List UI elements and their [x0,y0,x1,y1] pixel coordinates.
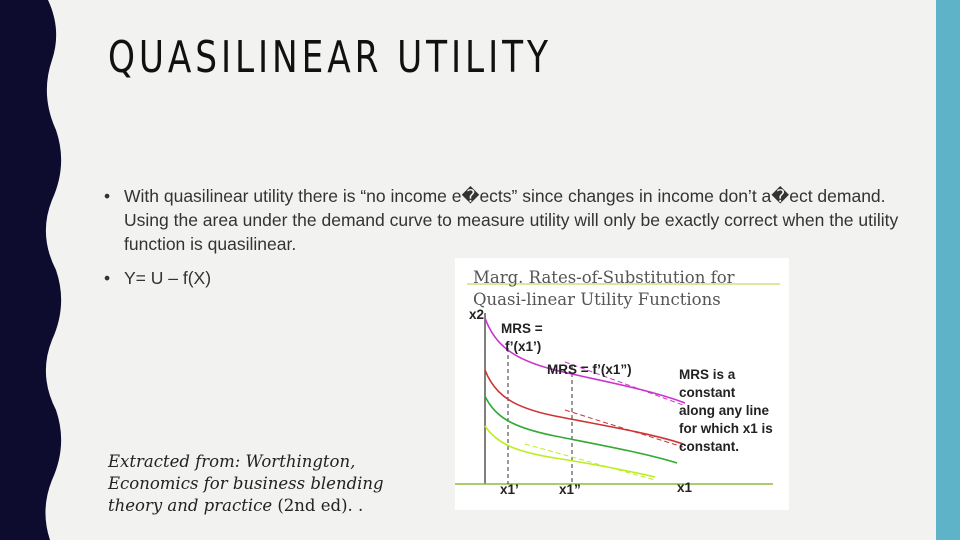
bullet-item: • Y= U – f(X) [104,266,904,290]
right-accent-band [936,0,960,540]
credit-suffix: (2nd ed). . [272,496,364,515]
mrs-note-line5: constant. [679,439,740,454]
indifference-curve-4 [484,425,656,478]
mrs-label-2: MRS = f’(x1”) [547,362,632,377]
bullet-item: • With quasilinear utility there is “no … [104,184,904,256]
source-credit: Extracted from: Worthington, Economics f… [108,451,418,517]
x1-double-prime-tick: x1” [559,482,581,497]
mrs-label-1-line1: MRS = [501,321,543,336]
y-axis-label: x2 [469,307,485,322]
bullet-list: • With quasilinear utility there is “no … [104,184,904,300]
mrs-figure: Marg. Rates-of-Substitution for Quasi-li… [455,258,789,510]
mrs-note-line1: MRS is a [679,367,736,382]
x-axis-label: x1 [677,480,693,495]
mrs-diagram [455,283,780,485]
bullet-symbol: • [104,186,111,206]
bullet-symbol: • [104,268,111,288]
bullet-text: Y= U – f(X) [124,268,212,288]
tangent-line-4 [524,443,656,481]
figure-title: Marg. Rates-of-Substitution for Quasi-li… [473,268,735,309]
credit-text: Extracted from: Worthington, Economics f… [108,452,384,515]
indifference-curve-3 [484,395,678,464]
indifference-curve-2 [484,369,684,445]
mrs-label-1-line2: f’(x1’) [505,339,542,354]
bullet-text: With quasilinear utility there is “no in… [124,186,899,254]
left-decorative-band [0,0,62,540]
tangent-line-1 [564,361,684,406]
mrs-note-line2: constant [679,385,736,400]
tangent-line-2 [564,409,684,448]
indifference-curve-1 [484,317,686,404]
slide-title: QUASILINEAR UTILITY [108,32,552,83]
mrs-note-line4: for which x1 is [679,421,773,436]
mrs-note-line3: along any line [679,403,770,418]
x1-prime-tick: x1’ [500,482,519,497]
